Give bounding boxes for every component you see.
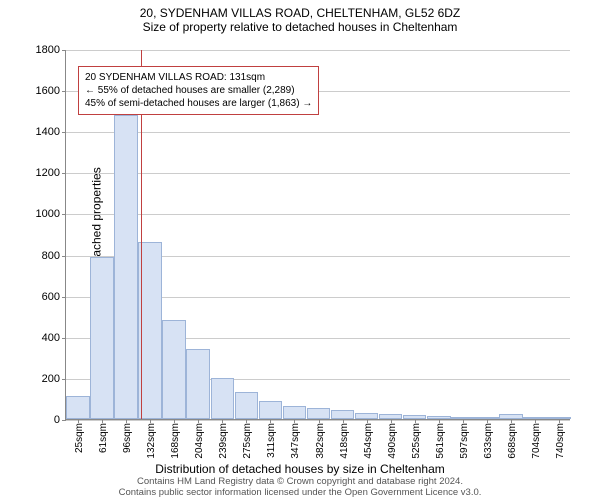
chart-title-line1: 20, SYDENHAM VILLAS ROAD, CHELTENHAM, GL… xyxy=(0,0,600,20)
histogram-bar xyxy=(186,349,210,419)
footer-line2: Contains public sector information licen… xyxy=(0,487,600,498)
annotation-box: 20 SYDENHAM VILLAS ROAD: 131sqm← 55% of … xyxy=(78,66,319,115)
xtick-label: 132sqm xyxy=(146,423,157,459)
xtick-label: 347sqm xyxy=(290,423,301,459)
chart-title-line2: Size of property relative to detached ho… xyxy=(0,20,600,38)
xtick-label: 418sqm xyxy=(339,423,350,459)
ytick-mark xyxy=(62,338,66,339)
ytick-label: 1800 xyxy=(36,44,60,56)
x-axis-title: Distribution of detached houses by size … xyxy=(0,462,600,476)
annotation-line3: 45% of semi-detached houses are larger (… xyxy=(85,97,312,110)
ytick-label: 0 xyxy=(54,414,60,426)
histogram-bar xyxy=(138,242,162,419)
ytick-label: 400 xyxy=(42,332,60,344)
ytick-mark xyxy=(62,50,66,51)
xtick-label: 561sqm xyxy=(435,423,446,459)
xtick-label: 668sqm xyxy=(507,423,518,459)
ytick-label: 1000 xyxy=(36,208,60,220)
ytick-label: 200 xyxy=(42,373,60,385)
xtick-label: 275sqm xyxy=(242,423,253,459)
annotation-line1: 20 SYDENHAM VILLAS ROAD: 131sqm xyxy=(85,71,312,84)
xtick-label: 311sqm xyxy=(266,423,277,458)
footer: Contains HM Land Registry data © Crown c… xyxy=(0,476,600,498)
histogram-bar xyxy=(235,392,259,419)
ytick-mark xyxy=(62,214,66,215)
histogram-bar xyxy=(283,406,307,419)
histogram-bar xyxy=(307,408,331,419)
histogram-bar xyxy=(331,410,355,419)
ytick-mark xyxy=(62,379,66,380)
ytick-label: 1200 xyxy=(36,167,60,179)
footer-line1: Contains HM Land Registry data © Crown c… xyxy=(0,476,600,487)
ytick-mark xyxy=(62,256,66,257)
histogram-bar xyxy=(66,396,90,419)
xtick-label: 454sqm xyxy=(363,423,374,459)
ytick-label: 1400 xyxy=(36,126,60,138)
ytick-mark xyxy=(62,297,66,298)
xtick-label: 168sqm xyxy=(170,423,181,459)
ytick-label: 600 xyxy=(42,291,60,303)
histogram-bar xyxy=(211,378,235,419)
plot-area: 02004006008001000120014001600180025sqm61… xyxy=(65,50,570,420)
xtick-label: 25sqm xyxy=(74,423,85,453)
ytick-mark xyxy=(62,91,66,92)
annotation-line2: ← 55% of detached houses are smaller (2,… xyxy=(85,84,312,97)
xtick-label: 490sqm xyxy=(387,423,398,459)
chart-container: 20, SYDENHAM VILLAS ROAD, CHELTENHAM, GL… xyxy=(0,0,600,500)
xtick-label: 740sqm xyxy=(555,423,566,459)
xtick-label: 239sqm xyxy=(218,423,229,459)
ytick-label: 1600 xyxy=(36,85,60,97)
histogram-bar xyxy=(162,320,186,419)
ytick-mark xyxy=(62,173,66,174)
ytick-label: 800 xyxy=(42,250,60,262)
xtick-label: 597sqm xyxy=(459,423,470,459)
histogram-bar xyxy=(259,401,283,420)
ytick-mark xyxy=(62,420,66,421)
xtick-label: 204sqm xyxy=(194,423,205,459)
histogram-bar xyxy=(114,115,138,419)
xtick-label: 704sqm xyxy=(531,423,542,459)
xtick-label: 633sqm xyxy=(483,423,494,459)
xtick-label: 61sqm xyxy=(98,423,109,453)
ytick-mark xyxy=(62,132,66,133)
histogram-bar xyxy=(90,257,114,419)
xtick-label: 382sqm xyxy=(315,423,326,459)
xtick-label: 96sqm xyxy=(122,423,133,453)
xtick-label: 525sqm xyxy=(411,423,422,459)
